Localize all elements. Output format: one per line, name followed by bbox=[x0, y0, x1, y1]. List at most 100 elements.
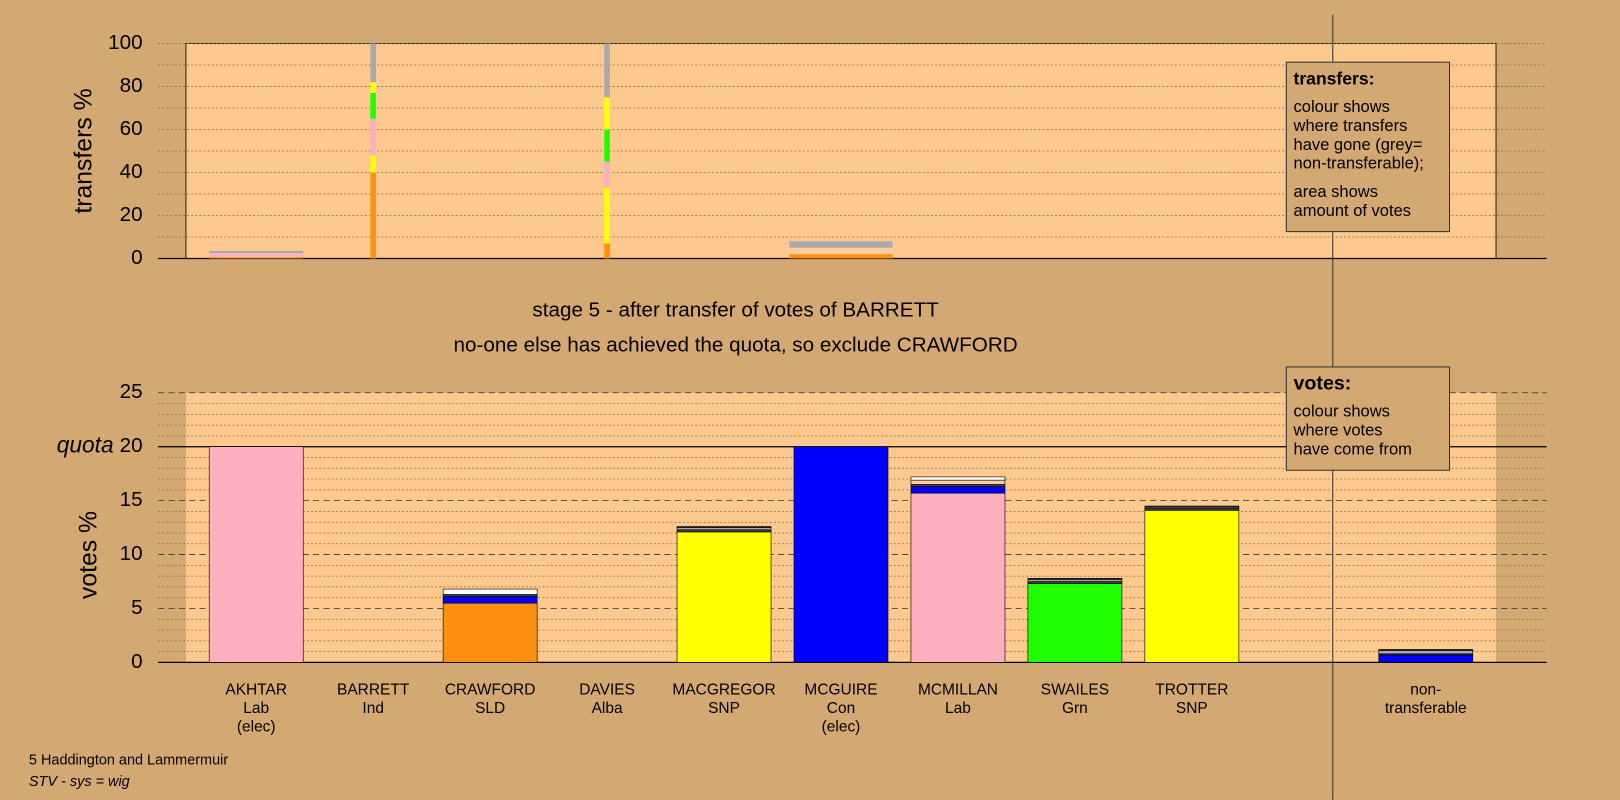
footer: STV - sys = wig bbox=[29, 774, 130, 790]
x-tick-label: DAVIES bbox=[579, 681, 635, 698]
legend-text: where transfers bbox=[1293, 116, 1408, 135]
bar-segment bbox=[442, 596, 538, 604]
bar-segment bbox=[604, 129, 610, 162]
bar-segment bbox=[789, 247, 893, 255]
bar-segment bbox=[910, 486, 1006, 494]
bar-segment bbox=[1144, 510, 1240, 663]
x-tick-label: Ind bbox=[362, 700, 384, 717]
y-tick-label: 5 bbox=[131, 596, 143, 619]
x-tick-label: (elec) bbox=[237, 719, 276, 736]
bar-segment bbox=[676, 529, 772, 533]
bar-segment bbox=[209, 257, 304, 259]
x-tick-label: Alba bbox=[592, 700, 623, 717]
y-tick-label: 20 bbox=[120, 434, 143, 457]
bar-segment bbox=[1027, 579, 1123, 582]
footer: 5 Haddington and Lammermuir bbox=[29, 752, 228, 768]
x-tick-label: Con bbox=[827, 700, 855, 717]
bar-segment bbox=[442, 594, 538, 597]
x-tick-label: SNP bbox=[1176, 700, 1208, 717]
chart-title: stage 5 - after transfer of votes of BAR… bbox=[532, 299, 939, 322]
bar-segment bbox=[676, 527, 772, 531]
legend-text: non-transferable); bbox=[1294, 154, 1424, 173]
x-tick-label: non- bbox=[1410, 681, 1441, 698]
bar-segment bbox=[910, 479, 1006, 485]
bar-segment bbox=[1144, 505, 1240, 508]
bar-segment bbox=[442, 588, 538, 595]
y-tick-label: 0 bbox=[131, 246, 143, 269]
bar-segment bbox=[370, 172, 376, 259]
bar-segment bbox=[209, 250, 304, 254]
bar-segment bbox=[370, 92, 376, 119]
bar-segment bbox=[209, 253, 304, 258]
bar-segment bbox=[910, 476, 1006, 481]
bar-segment bbox=[370, 155, 376, 173]
y-tick-label: 20 bbox=[120, 203, 143, 226]
bar-segment bbox=[604, 97, 610, 130]
x-tick-label: SLD bbox=[475, 700, 505, 717]
x-tick-label: BARRETT bbox=[337, 681, 410, 698]
bar-segment bbox=[910, 492, 1006, 663]
y-axis-label: transfers % bbox=[70, 88, 97, 213]
bar-segment bbox=[604, 243, 610, 259]
y-axis-label: votes % bbox=[75, 511, 102, 599]
bar-segment bbox=[1027, 577, 1123, 580]
bar-segment bbox=[370, 82, 376, 93]
legend-text: area shows bbox=[1294, 182, 1378, 201]
x-tick-label: Lab bbox=[945, 700, 971, 717]
legend-text: where votes bbox=[1293, 421, 1383, 440]
bar-segment bbox=[370, 43, 376, 83]
y-tick-label: 0 bbox=[131, 650, 143, 673]
y-tick-label: 100 bbox=[108, 31, 142, 54]
y-tick-label: 10 bbox=[120, 542, 143, 565]
x-tick-label: MCMILLAN bbox=[918, 681, 998, 698]
legend-text: have come from bbox=[1294, 440, 1412, 459]
bar-segment bbox=[1378, 654, 1474, 663]
legend-text: amount of votes bbox=[1294, 201, 1412, 220]
bar-segment bbox=[793, 446, 889, 663]
x-tick-label: (elec) bbox=[822, 719, 861, 736]
legend-text: colour shows bbox=[1294, 402, 1390, 421]
x-tick-label: TROTTER bbox=[1155, 681, 1228, 698]
x-tick-label: SNP bbox=[708, 700, 740, 717]
y-tick-label: 80 bbox=[120, 74, 143, 97]
chart-subtitle: no-one else has achieved the quota, so e… bbox=[454, 334, 1018, 357]
bar-segment bbox=[604, 187, 610, 244]
y-tick-label: 15 bbox=[120, 488, 143, 511]
bar-segment bbox=[442, 602, 538, 663]
x-tick-label: SWAILES bbox=[1041, 681, 1109, 698]
legend-box bbox=[1285, 61, 1451, 233]
legend-box bbox=[1285, 366, 1451, 471]
bar-segment bbox=[1027, 583, 1123, 663]
bar-segment bbox=[789, 254, 893, 259]
x-tick-label: CRAWFORD bbox=[445, 681, 536, 698]
bar-segment bbox=[1378, 650, 1474, 655]
legend-text: have gone (grey= bbox=[1294, 135, 1423, 154]
x-tick-label: AKHTAR bbox=[225, 681, 287, 698]
x-tick-label: Lab bbox=[243, 700, 269, 717]
bar-segment bbox=[1378, 649, 1474, 651]
bar-segment bbox=[910, 484, 1006, 487]
bar-segment bbox=[208, 446, 304, 663]
x-tick-label: MACGREGOR bbox=[672, 681, 775, 698]
x-tick-label: MCGUIRE bbox=[804, 681, 877, 698]
bar-segment bbox=[370, 118, 376, 156]
legend-text: colour shows bbox=[1294, 97, 1390, 116]
y-tick-label: 40 bbox=[120, 160, 143, 183]
bar-segment bbox=[604, 43, 610, 98]
legend-title: transfers: bbox=[1294, 68, 1375, 88]
y-tick-label: 60 bbox=[120, 117, 143, 140]
bar-segment bbox=[789, 241, 893, 248]
bar-segment bbox=[604, 161, 610, 188]
bar-segment bbox=[1027, 581, 1123, 584]
x-tick-label: Grn bbox=[1062, 700, 1088, 717]
x-tick-label: transferable bbox=[1385, 700, 1467, 717]
legend-title: votes: bbox=[1294, 373, 1352, 395]
y-tick-label: 25 bbox=[120, 380, 143, 403]
bar-segment bbox=[676, 526, 772, 528]
bar-segment bbox=[1144, 507, 1240, 511]
quota-label: quota bbox=[57, 432, 114, 458]
bar-segment bbox=[676, 531, 772, 663]
